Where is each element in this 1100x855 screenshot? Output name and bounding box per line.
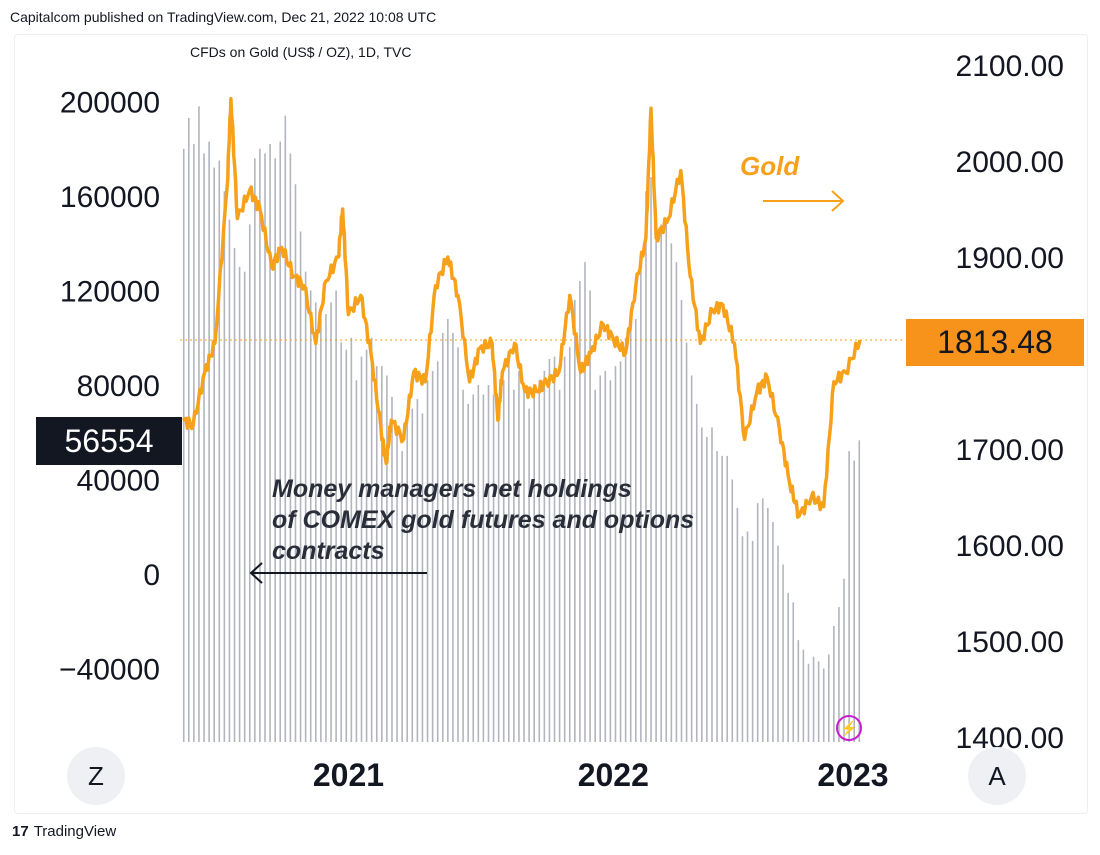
symbol-legend: CFDs on Gold (US$ / OZ), 1D, TVC — [190, 44, 412, 60]
left-axis: 200000 160000 120000 80000 40000 0 −40000 — [59, 87, 160, 687]
right-tick-label: 1700.00 — [956, 434, 1064, 467]
right-tick-label: 1500.00 — [956, 626, 1064, 659]
time-axis: 2021 2022 2023 — [313, 757, 889, 793]
right-tick-label: 1900.00 — [956, 242, 1064, 275]
right-arrowhead-icon — [831, 190, 845, 212]
price-last-value-badge: 1813.48 — [906, 319, 1084, 366]
annotation-arrows — [249, 190, 845, 584]
lightning-icon[interactable]: ⚡ — [836, 715, 862, 741]
annotation-line: contracts — [272, 537, 385, 565]
time-tick-label: 2021 — [313, 757, 384, 793]
published-caption: Capitalcom published on TradingView.com,… — [10, 9, 437, 25]
right-tick-label: 2000.00 — [956, 146, 1064, 179]
holdings-last-value-badge: 56554 — [36, 417, 182, 465]
time-tick-label: 2023 — [817, 757, 888, 793]
left-arrowhead-icon — [249, 562, 263, 584]
left-tick-label: 200000 — [60, 87, 160, 120]
gold-price-line — [182, 96, 862, 519]
right-axis: 2100.00 2000.00 1900.00 1700.00 1600.00 1500.… — [956, 50, 1064, 755]
annotation-line: Money managers net holdings — [272, 475, 632, 503]
left-tick-label: −40000 — [59, 654, 160, 687]
left-tick-label: 160000 — [60, 181, 160, 214]
auto-scale-button[interactable]: A — [968, 747, 1026, 805]
chart-frame — [14, 34, 1088, 814]
left-tick-label: 40000 — [77, 465, 160, 498]
brand-name: TradingView — [33, 823, 117, 840]
right-tick-label: 1600.00 — [956, 530, 1064, 563]
annotation-line: of COMEX gold futures and options — [272, 506, 695, 534]
tradingview-logo-icon: 17 — [12, 823, 29, 840]
zoom-button[interactable]: Z — [67, 747, 125, 805]
right-tick-label: 2100.00 — [956, 50, 1064, 83]
left-tick-label: 0 — [143, 559, 160, 592]
left-tick-label: 120000 — [60, 276, 160, 309]
time-tick-label: 2022 — [578, 757, 649, 793]
tradingview-footer[interactable]: 17 TradingView — [12, 823, 116, 840]
holdings-bars — [182, 106, 861, 742]
holdings-annotation: Money managers net holdings of COMEX gol… — [272, 474, 792, 567]
left-tick-label: 80000 — [77, 370, 160, 403]
gold-series-label: Gold — [740, 151, 800, 181]
